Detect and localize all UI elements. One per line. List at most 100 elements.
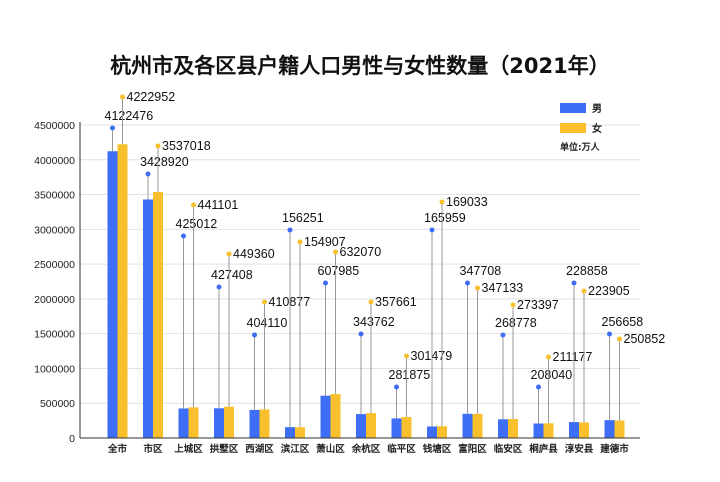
bar-female [508,418,518,438]
callout-dot [287,227,293,233]
data-label-male: 208040 [531,368,573,382]
callout-dot [368,299,374,305]
bar-female [472,413,483,438]
data-label-male: 281875 [389,368,431,382]
callout-dot [110,125,115,131]
y-tick-label: 2500000 [34,259,75,271]
callout-dot [404,353,409,359]
data-label-female: 211177 [553,350,593,364]
data-label-male: 3428920 [140,155,189,169]
data-label-female: 410877 [269,295,311,309]
callout-dot [571,280,577,286]
y-tick-label: 3500000 [34,190,75,202]
bar-male [462,413,473,438]
bar-female [579,422,589,438]
legend-swatch-female [560,122,586,133]
data-label-male: 228858 [566,264,608,278]
data-label-male: 343762 [353,315,395,329]
data-label-female: 449360 [233,247,275,261]
data-label-male: 607985 [318,264,360,278]
x-tick-label: 市区 [143,443,163,455]
data-label-male: 268778 [495,316,537,330]
callout-dot [145,171,151,177]
callout-dot [536,384,541,390]
callout-dot [191,202,196,208]
y-tick-label: 3000000 [34,224,75,236]
unit-note: 单位:万人 [560,143,600,153]
data-label-female: 301479 [411,349,453,363]
y-tick-label: 500000 [40,398,75,410]
callout-dot [439,199,445,205]
x-tick-label: 萧山区 [316,443,345,455]
y-tick-label: 0 [69,433,75,445]
data-label-female: 3537018 [162,139,211,153]
bar-female [437,426,447,438]
data-label-male: 165959 [424,211,466,225]
data-label-female: 4222952 [127,90,176,104]
legend-label-male: 男 [592,104,602,115]
data-label-female: 632070 [340,245,382,259]
x-tick-label: 富阳区 [458,443,487,455]
callout-dot [226,251,232,257]
data-label-female: 357661 [375,295,417,309]
data-label-female: 154907 [304,235,346,249]
callout-dot [155,143,161,149]
bar-male [178,408,189,438]
x-tick-label: 余杭区 [351,443,381,455]
data-label-male: 347708 [460,264,502,278]
data-label-female: 273397 [517,298,559,312]
bar-male [427,426,437,438]
bar-male [569,422,579,438]
legend-item-male: 男 [560,100,602,115]
x-tick-label: 淳安县 [565,443,594,455]
legend-label-female: 女 [592,124,602,135]
x-tick-label: 西湖区 [245,443,274,455]
legend-swatch-male [560,102,586,113]
bar-female [224,406,234,438]
bar-male [533,423,544,438]
callout-dot [510,302,516,308]
callout-dot [617,336,622,342]
bar-female [188,407,199,438]
x-tick-label: 滨江区 [281,443,310,455]
callout-dot [394,384,399,390]
data-label-male: 4122476 [105,109,154,123]
bar-female [295,427,305,438]
legend-item-female: 女 [560,120,602,135]
bar-female [117,144,128,438]
callout-dot [465,280,470,286]
callout-dot [546,354,551,360]
data-label-female: 169033 [446,195,488,209]
bar-female [401,417,412,438]
callout-dot [323,280,328,286]
x-tick-label: 拱墅区 [210,443,239,455]
callout-dot [500,332,506,338]
x-tick-label: 临平区 [387,443,416,455]
y-tick-label: 1000000 [34,363,75,375]
bar-female [330,394,341,438]
data-label-male: 404110 [247,316,288,330]
callout-dot [262,299,267,305]
x-tick-label: 临安区 [494,443,523,455]
data-label-female: 250852 [624,332,666,346]
callout-dot [607,331,612,337]
bar-female [259,409,270,438]
x-tick-label: 建德市 [599,443,629,455]
bar-female [543,423,554,438]
data-label-female: 441101 [198,198,239,212]
bar-male [320,395,331,438]
bar-male [285,427,295,438]
data-label-female: 347133 [482,281,524,295]
callout-dot [120,94,125,100]
callout-dot [475,285,480,291]
callout-dot [216,284,222,290]
data-label-male: 425012 [176,217,218,231]
data-label-female: 223905 [588,284,630,298]
x-tick-label: 桐庐县 [529,443,558,455]
bar-male [498,419,508,438]
callout-dot [429,227,435,233]
y-tick-label: 1500000 [34,329,75,341]
y-tick-label: 4500000 [34,120,75,132]
bar-male [143,199,153,438]
